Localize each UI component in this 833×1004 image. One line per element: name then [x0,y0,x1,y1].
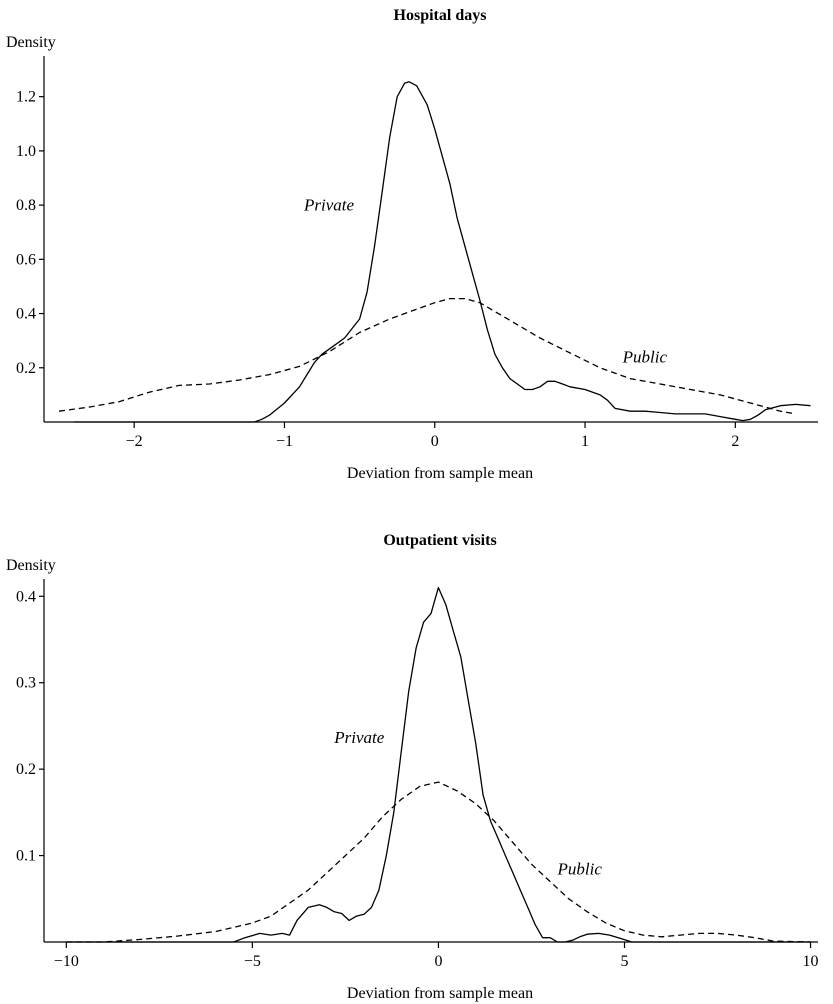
y-tick-label: 1.0 [16,143,36,160]
y-tick-label: 0.2 [16,761,36,778]
axes: −10 −5 0 5 10 0.1 0.2 0.3 0.4 [16,579,819,970]
x-tick-label: 0 [431,433,439,450]
series-public-line [58,297,796,415]
x-tick-label: 10 [803,953,819,970]
x-tick-label: −1 [276,433,293,450]
axes: −2 −1 0 1 2 0.2 0.4 0.6 0.8 1.0 1.2 [16,56,818,450]
chart-title: Hospital days [394,7,487,24]
series-public-label: Public [622,347,668,366]
x-tick-label: 0 [434,953,442,970]
series-private-line [74,81,811,423]
y-tick-label: 0.3 [16,675,36,692]
hospital-days-chart: Hospital days Density Deviation from sam… [6,7,818,482]
y-tick-label: 0.6 [16,251,36,268]
x-tick-label: 1 [581,433,589,450]
x-tick-label: −5 [244,953,261,970]
x-tick-label: −10 [54,953,79,970]
x-axis-label: Deviation from sample mean [347,985,533,1002]
y-tick-label: 0.2 [16,360,36,377]
y-tick-label: 1.2 [16,89,36,106]
outpatient-visits-chart: Outpatient visits Density Deviation from… [6,532,819,1002]
plot-area: Private Public [66,586,811,943]
series-private-label: Private [333,728,384,747]
y-axis-label: Density [6,34,56,51]
chart-title: Outpatient visits [383,532,496,549]
plot-area: Private Public [58,81,811,423]
series-private-label: Private [303,196,354,215]
y-axis-label: Density [6,557,56,574]
series-public-label: Public [557,860,603,879]
y-tick-label: 0.4 [16,306,36,323]
x-tick-label: 2 [731,433,739,450]
series-public-line [66,781,811,943]
x-axis-label: Deviation from sample mean [347,465,533,482]
y-tick-label: 0.8 [16,197,36,214]
series-private-line [66,586,811,943]
x-tick-label: −2 [126,433,143,450]
y-tick-label: 0.1 [16,848,36,865]
x-tick-label: 5 [621,953,629,970]
y-tick-label: 0.4 [16,588,36,605]
